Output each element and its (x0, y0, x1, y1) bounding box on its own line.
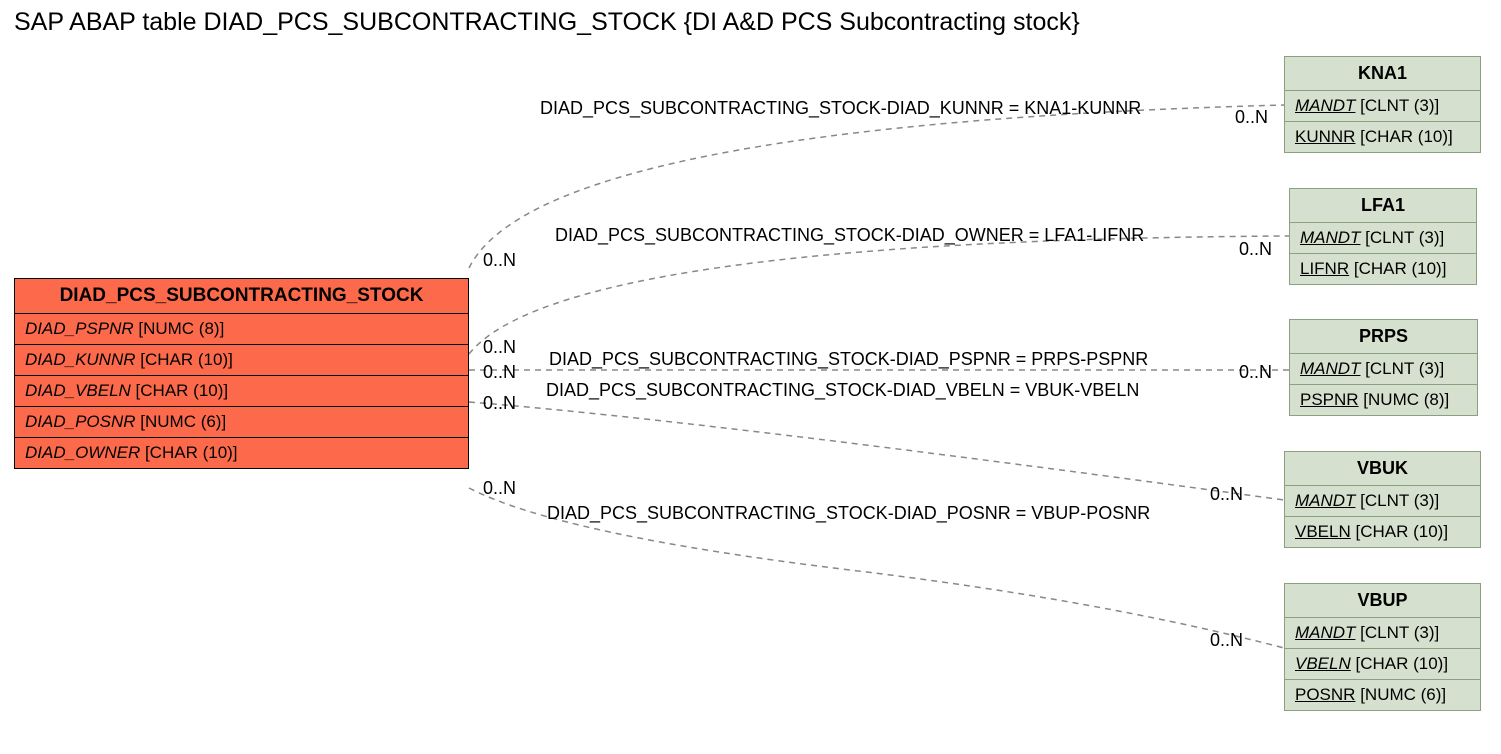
entity-field: POSNR [NUMC (6)] (1285, 680, 1480, 710)
field-name: MANDT (1300, 359, 1360, 378)
entity-header: PRPS (1290, 320, 1477, 354)
field-type: [CHAR (10)] (1351, 522, 1448, 541)
field-name: MANDT (1295, 623, 1355, 642)
field-type: [NUMC (6)] (1355, 685, 1446, 704)
main-entity-field: DIAD_KUNNR [CHAR (10)] (15, 345, 468, 376)
edge-label-prps: DIAD_PCS_SUBCONTRACTING_STOCK-DIAD_PSPNR… (549, 349, 1148, 370)
edge-label-vbuk: DIAD_PCS_SUBCONTRACTING_STOCK-DIAD_VBELN… (546, 380, 1139, 401)
edge-label-vbup: DIAD_PCS_SUBCONTRACTING_STOCK-DIAD_POSNR… (547, 503, 1150, 524)
field-name: MANDT (1295, 96, 1355, 115)
cardinality-dst-lfa1: 0..N (1239, 239, 1272, 260)
related-entity-lfa1: LFA1MANDT [CLNT (3)]LIFNR [CHAR (10)] (1289, 188, 1477, 285)
field-type: [CLNT (3)] (1360, 228, 1444, 247)
cardinality-src-lfa1: 0..N (483, 337, 516, 358)
field-name: DIAD_PSPNR (25, 319, 134, 338)
field-name: VBELN (1295, 522, 1351, 541)
cardinality-dst-kna1: 0..N (1235, 107, 1268, 128)
main-entity-header: DIAD_PCS_SUBCONTRACTING_STOCK (15, 279, 468, 314)
cardinality-src-vbup: 0..N (483, 478, 516, 499)
edge-label-lfa1: DIAD_PCS_SUBCONTRACTING_STOCK-DIAD_OWNER… (555, 225, 1144, 246)
entity-field: KUNNR [CHAR (10)] (1285, 122, 1480, 152)
field-name: PSPNR (1300, 390, 1359, 409)
entity-field: PSPNR [NUMC (8)] (1290, 385, 1477, 415)
field-type: [CLNT (3)] (1355, 623, 1439, 642)
field-type: [CHAR (10)] (140, 443, 237, 462)
field-name: DIAD_KUNNR (25, 350, 136, 369)
field-name: DIAD_POSNR (25, 412, 136, 431)
field-type: [CLNT (3)] (1355, 96, 1439, 115)
cardinality-src-prps: 0..N (483, 362, 516, 383)
field-type: [NUMC (8)] (1359, 390, 1450, 409)
field-name: VBELN (1295, 654, 1351, 673)
field-name: KUNNR (1295, 127, 1355, 146)
entity-header: VBUP (1285, 584, 1480, 618)
field-type: [CLNT (3)] (1355, 491, 1439, 510)
field-type: [CHAR (10)] (136, 350, 233, 369)
field-name: DIAD_VBELN (25, 381, 131, 400)
main-entity-field: DIAD_OWNER [CHAR (10)] (15, 438, 468, 468)
entity-field: LIFNR [CHAR (10)] (1290, 254, 1476, 284)
entity-field: MANDT [CLNT (3)] (1285, 486, 1480, 517)
cardinality-dst-vbup: 0..N (1210, 630, 1243, 651)
entity-field: MANDT [CLNT (3)] (1285, 91, 1480, 122)
related-entity-kna1: KNA1MANDT [CLNT (3)]KUNNR [CHAR (10)] (1284, 56, 1481, 153)
entity-field: VBELN [CHAR (10)] (1285, 649, 1480, 680)
entity-field: MANDT [CLNT (3)] (1285, 618, 1480, 649)
entity-header: KNA1 (1285, 57, 1480, 91)
field-type: [CHAR (10)] (1351, 654, 1448, 673)
field-name: LIFNR (1300, 259, 1349, 278)
field-type: [NUMC (8)] (134, 319, 225, 338)
edge-vbuk (469, 402, 1284, 500)
diagram-title: SAP ABAP table DIAD_PCS_SUBCONTRACTING_S… (14, 8, 1080, 37)
field-type: [CHAR (10)] (131, 381, 228, 400)
related-entity-vbup: VBUPMANDT [CLNT (3)]VBELN [CHAR (10)]POS… (1284, 583, 1481, 711)
related-entity-prps: PRPSMANDT [CLNT (3)]PSPNR [NUMC (8)] (1289, 319, 1478, 416)
cardinality-dst-prps: 0..N (1239, 362, 1272, 383)
edge-lfa1 (469, 236, 1289, 354)
field-name: POSNR (1295, 685, 1355, 704)
main-entity-field: DIAD_POSNR [NUMC (6)] (15, 407, 468, 438)
main-entity-field: DIAD_VBELN [CHAR (10)] (15, 376, 468, 407)
related-entity-vbuk: VBUKMANDT [CLNT (3)]VBELN [CHAR (10)] (1284, 451, 1481, 548)
entity-field: VBELN [CHAR (10)] (1285, 517, 1480, 547)
cardinality-src-kna1: 0..N (483, 250, 516, 271)
field-name: MANDT (1295, 491, 1355, 510)
cardinality-dst-vbuk: 0..N (1210, 484, 1243, 505)
entity-header: VBUK (1285, 452, 1480, 486)
entity-field: MANDT [CLNT (3)] (1290, 354, 1477, 385)
field-type: [CHAR (10)] (1349, 259, 1446, 278)
field-name: DIAD_OWNER (25, 443, 140, 462)
entity-field: MANDT [CLNT (3)] (1290, 223, 1476, 254)
main-entity: DIAD_PCS_SUBCONTRACTING_STOCK DIAD_PSPNR… (14, 278, 469, 469)
main-entity-field: DIAD_PSPNR [NUMC (8)] (15, 314, 468, 345)
entity-header: LFA1 (1290, 189, 1476, 223)
field-name: MANDT (1300, 228, 1360, 247)
field-type: [CLNT (3)] (1360, 359, 1444, 378)
field-type: [NUMC (6)] (136, 412, 227, 431)
edge-label-kna1: DIAD_PCS_SUBCONTRACTING_STOCK-DIAD_KUNNR… (540, 98, 1141, 119)
cardinality-src-vbuk: 0..N (483, 393, 516, 414)
field-type: [CHAR (10)] (1355, 127, 1452, 146)
